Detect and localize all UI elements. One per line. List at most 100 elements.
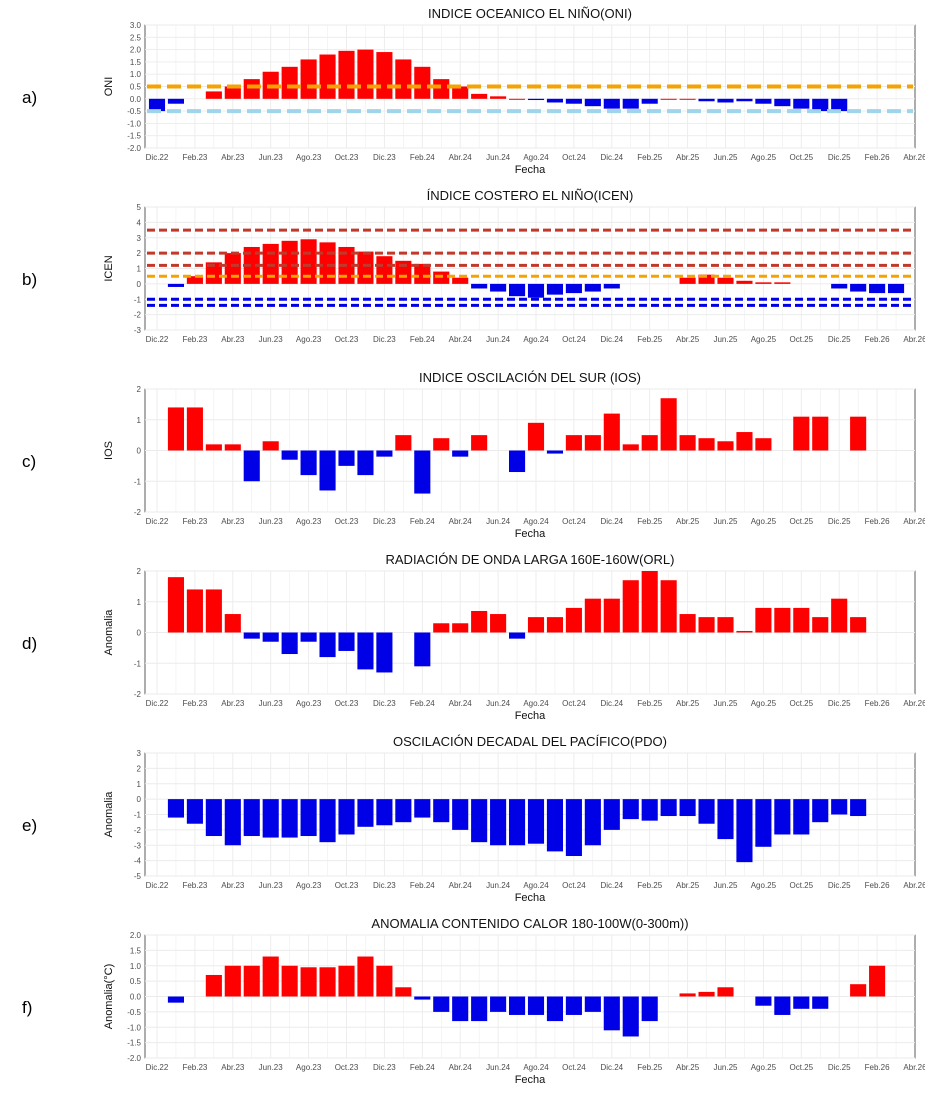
y-tick-label: 1 xyxy=(137,780,142,789)
bar xyxy=(281,450,298,460)
bar xyxy=(167,98,185,104)
bar xyxy=(660,799,677,817)
bar xyxy=(300,59,317,99)
bar xyxy=(452,799,469,830)
bar xyxy=(319,450,336,491)
y-tick-label: -1 xyxy=(134,295,142,304)
bar xyxy=(224,965,241,997)
x-tick-label: Jun.24 xyxy=(486,699,511,708)
y-tick-label: 1.0 xyxy=(130,962,142,971)
bar xyxy=(622,580,639,633)
bar xyxy=(641,996,658,1022)
panel-label: e) xyxy=(22,816,38,835)
bar xyxy=(376,965,393,997)
x-tick-label: Abr.23 xyxy=(221,699,245,708)
bar xyxy=(224,253,241,284)
x-tick-label: Ago.23 xyxy=(296,699,322,708)
bar xyxy=(205,589,222,633)
x-tick-label: Abr.24 xyxy=(449,153,473,162)
chart-panel-d: d) RADIACIÓN DE ONDA LARGA 160E-160W(ORL… xyxy=(0,546,925,728)
x-tick-label: Oct.25 xyxy=(790,153,814,162)
bar xyxy=(205,262,222,284)
bar xyxy=(508,632,526,639)
bar xyxy=(755,438,772,451)
bar xyxy=(319,967,336,997)
x-tick-label: Ago.25 xyxy=(751,335,777,344)
x-tick-label: Dic.25 xyxy=(828,517,851,526)
bar xyxy=(357,632,374,670)
x-tick-label: Feb.26 xyxy=(865,153,890,162)
x-tick-label: Oct.23 xyxy=(335,699,359,708)
bar xyxy=(774,996,791,1015)
y-tick-label: 0.0 xyxy=(130,95,142,104)
x-tick-label: Ago.23 xyxy=(296,517,322,526)
y-tick-label: -2 xyxy=(134,826,142,835)
y-tick-label: 2.0 xyxy=(130,46,142,55)
x-tick-label: Dic.23 xyxy=(373,153,396,162)
x-tick-label: Dic.23 xyxy=(373,517,396,526)
y-axis-title: Anomalia xyxy=(103,791,115,838)
bar xyxy=(281,632,298,655)
bar xyxy=(452,86,469,99)
bar xyxy=(357,49,374,99)
bar xyxy=(584,283,601,292)
x-tick-label: Abr.24 xyxy=(449,335,473,344)
chart-title: OSCILACIÓN DECADAL DEL PACÍFICO(PDO) xyxy=(392,734,667,749)
x-tick-label: Dic.24 xyxy=(600,153,623,162)
bar xyxy=(679,435,696,451)
y-tick-label: -1.0 xyxy=(127,119,141,128)
y-tick-label: -0.5 xyxy=(127,107,141,116)
bar xyxy=(508,450,526,473)
bar xyxy=(281,240,298,284)
y-tick-label: 5 xyxy=(137,203,142,212)
bar xyxy=(736,98,753,102)
bar xyxy=(508,799,526,846)
x-tick-label: Abr.26 xyxy=(903,699,925,708)
x-tick-label: Abr.25 xyxy=(676,1063,700,1072)
bar xyxy=(395,799,412,823)
bar xyxy=(414,263,431,284)
bar xyxy=(622,98,639,109)
bar xyxy=(490,614,507,633)
bar xyxy=(376,52,393,99)
bar xyxy=(205,91,222,99)
orl-chart: 2 1 0 -1 -2 Dic.22 Feb.23 Abr.23 Jun.23 Ago.23 Oct… xyxy=(103,567,925,722)
x-tick-label: Ago.23 xyxy=(296,335,322,344)
x-tick-label: Feb.26 xyxy=(865,1063,890,1072)
bar xyxy=(186,589,203,633)
bar xyxy=(565,98,582,104)
bar xyxy=(167,996,185,1003)
bar xyxy=(641,98,658,104)
bar xyxy=(850,283,867,292)
x-tick-label: Oct.25 xyxy=(790,517,814,526)
x-tick-label: Dic.23 xyxy=(373,335,396,344)
y-tick-label: 0.5 xyxy=(130,977,142,986)
bar xyxy=(414,799,431,818)
bar xyxy=(452,277,469,284)
y-tick-label: 3.0 xyxy=(130,21,142,30)
bar xyxy=(831,799,848,815)
x-tick-label: Abr.23 xyxy=(221,335,245,344)
oni-chart: 3.0 2.5 2.0 1.5 1.0 0.5 0.0 -0.5 -1.0 -1.5 -2.0 Dic… xyxy=(103,21,925,176)
x-tick-label: Oct.23 xyxy=(335,335,359,344)
x-tick-label: Dic.23 xyxy=(373,881,396,890)
y-tick-label: -1.5 xyxy=(127,132,141,141)
x-tick-label: Dic.22 xyxy=(146,1063,169,1072)
bar xyxy=(641,435,658,451)
bar xyxy=(660,398,677,451)
x-tick-label: Abr.24 xyxy=(449,517,473,526)
y-tick-label: 1.0 xyxy=(130,70,142,79)
x-tick-label: Feb.23 xyxy=(182,153,207,162)
x-tick-label: Feb.25 xyxy=(637,335,662,344)
bar xyxy=(224,86,241,99)
bar xyxy=(490,283,507,292)
x-tick-label: Feb.23 xyxy=(182,335,207,344)
bar xyxy=(565,799,582,857)
x-tick-label: Ago.25 xyxy=(751,1063,777,1072)
y-tick-label: 0 xyxy=(137,795,142,804)
x-tick-label: Oct.23 xyxy=(335,1063,359,1072)
bar xyxy=(471,435,488,451)
bar xyxy=(167,407,185,451)
chart-panel-f: f) ANOMALIA CONTENIDO CALOR 180-100W(0-3… xyxy=(0,910,925,1092)
x-tick-label: Ago.24 xyxy=(523,335,549,344)
